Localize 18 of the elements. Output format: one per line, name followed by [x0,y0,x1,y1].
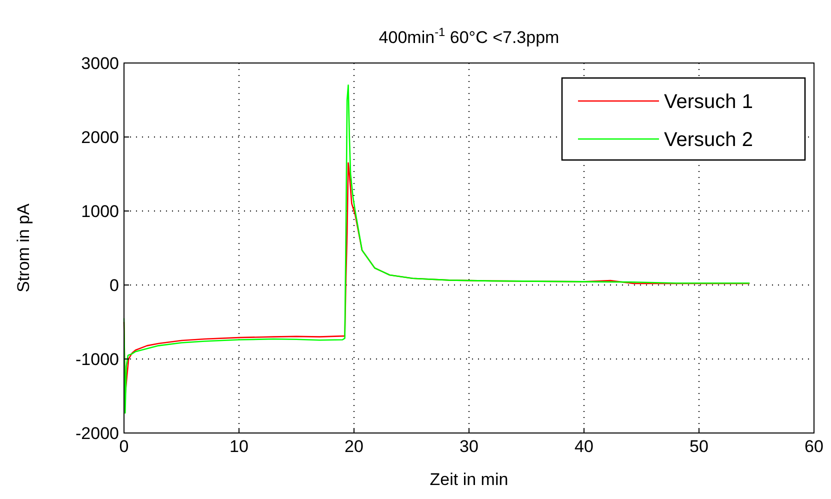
x-tick-label: 40 [574,437,594,456]
x-axis-title: Zeit in min [430,470,508,489]
x-tick-label: 10 [230,437,248,456]
y-tick-label: -2000 [76,424,119,443]
y-tick-label: 3000 [81,54,119,73]
y-tick-label: 2000 [81,128,119,147]
y-tick-label: 0 [110,276,119,295]
legend-label: Versuch 2 [664,129,753,151]
x-tick-label: 50 [690,437,708,456]
line-series [123,84,750,414]
legend-label: Versuch 1 [664,91,753,113]
chart-title: 400min$^{-1}$ 60°C <7.3ppm [378,25,560,47]
x-tick-label: 60 [804,437,824,456]
x-tick-label: 30 [460,437,478,456]
y-axis-title: Strom in pA [14,202,33,292]
y-tick-label: -1000 [76,350,119,369]
x-tick-label: 20 [344,437,364,456]
y-tick-label: 1000 [81,202,119,221]
